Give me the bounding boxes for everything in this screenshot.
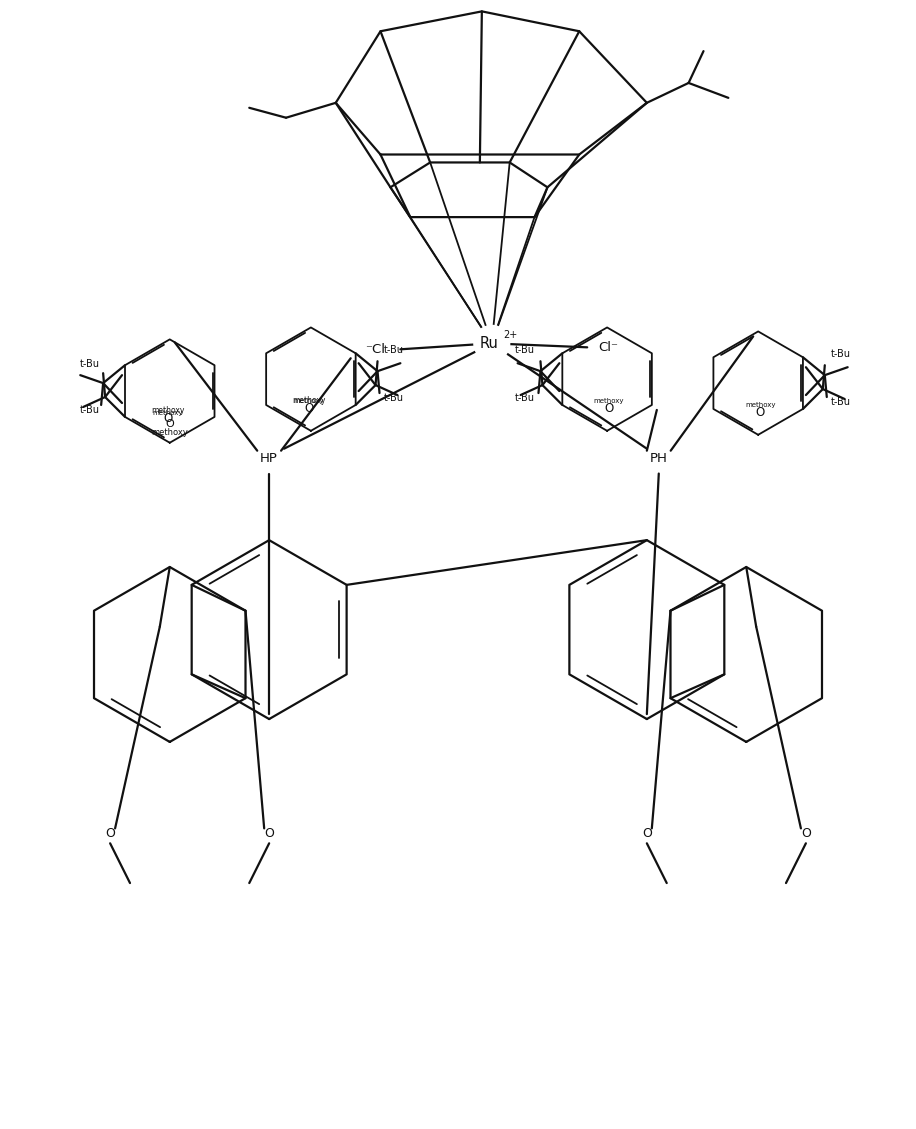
Text: methoxy: methoxy: [153, 410, 183, 415]
Text: t-Bu: t-Bu: [831, 349, 851, 359]
Text: O: O: [264, 826, 274, 840]
Text: O: O: [801, 826, 811, 840]
Text: t-Bu: t-Bu: [81, 405, 100, 415]
Text: O: O: [166, 419, 174, 429]
Text: t-Bu: t-Bu: [515, 345, 535, 356]
Text: t-Bu: t-Bu: [384, 345, 403, 356]
Text: methoxy: methoxy: [594, 399, 625, 404]
Text: Cl⁻: Cl⁻: [598, 341, 618, 353]
Text: 2+: 2+: [504, 331, 518, 341]
Text: methoxy: methoxy: [151, 406, 184, 415]
Text: methoxy: methoxy: [294, 399, 324, 404]
Text: methoxy: methoxy: [292, 396, 325, 405]
Text: PH: PH: [649, 452, 668, 465]
Text: t-Bu: t-Bu: [831, 397, 851, 406]
Text: HP: HP: [260, 452, 278, 465]
Text: O: O: [605, 402, 614, 415]
Text: t-Bu: t-Bu: [515, 393, 535, 403]
Text: t-Bu: t-Bu: [81, 359, 100, 369]
Text: O: O: [163, 412, 172, 425]
Text: methoxy: methoxy: [151, 428, 188, 437]
Text: Ru: Ru: [479, 335, 498, 351]
Circle shape: [474, 325, 509, 361]
Text: t-Bu: t-Bu: [384, 393, 403, 403]
Text: O: O: [304, 402, 313, 415]
Text: methoxy: methoxy: [745, 402, 776, 408]
Text: O: O: [756, 406, 765, 419]
Text: ⁻Cl: ⁻Cl: [365, 343, 386, 356]
Text: O: O: [105, 826, 115, 840]
Text: O: O: [642, 826, 652, 840]
